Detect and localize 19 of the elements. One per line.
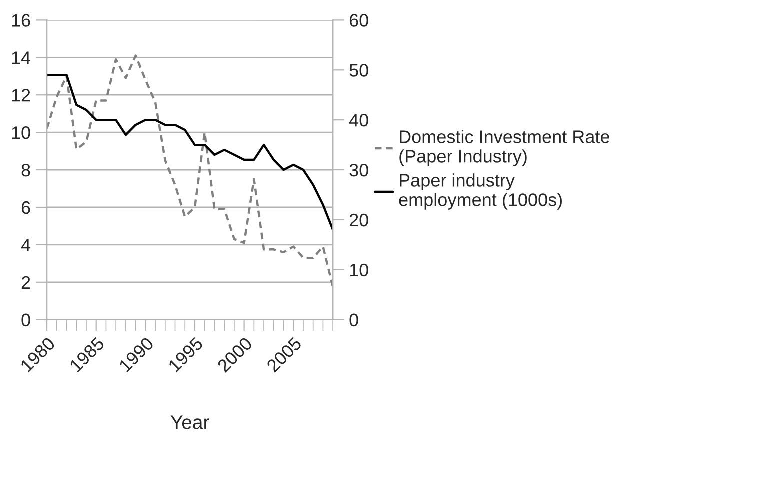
y-tick-label: 8 [22,164,30,177]
y2-tick-label: 40 [349,114,368,127]
legend-label: Paper industry employment (1000s) [399,174,562,210]
x-axis-title: Year [170,416,210,430]
y-tick-label: 14 [12,52,31,64]
y2-tick-label: 0 [350,314,358,327]
y-tick-label: 0 [22,314,30,327]
y2-tick-label: 60 [350,14,368,27]
y2-tick-label: 10 [350,264,368,277]
y-tick-label: 6 [22,201,30,214]
y-tick-label: 4 [21,239,31,252]
y-tick-label: 2 [22,276,30,289]
y-tick-label: 10 [12,126,30,140]
y2-tick-label: 30 [350,164,368,177]
y2-tick-label: 50 [350,64,368,77]
legend-label: Domestic Investment Rate (Paper Industry) [400,130,610,166]
y-tick-label: 16 [12,14,30,27]
y-tick-label: 12 [12,89,30,102]
y2-tick-label: 20 [350,214,368,227]
